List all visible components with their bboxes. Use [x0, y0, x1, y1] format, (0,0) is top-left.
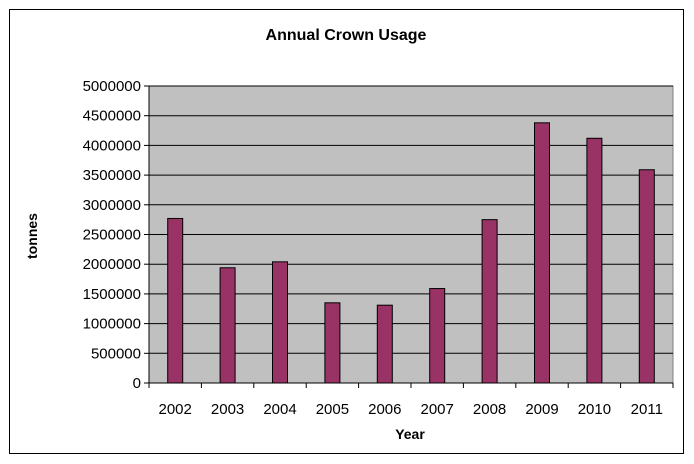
- bar-2009: [534, 122, 550, 384]
- bar-2010: [586, 137, 603, 384]
- y-tick-label: 500000: [91, 345, 141, 362]
- y-tick-label: 3000000: [83, 197, 141, 214]
- x-axis-label: Year: [395, 426, 425, 442]
- y-axis: 0 500000 1000000 1500000 2000000 2500000 30000…: [83, 78, 150, 392]
- y-tick-label: 3500000: [83, 167, 141, 184]
- x-axis: 2002 2003 2004 2005 2006 2007 2008 2009 2010 2011: [148, 382, 674, 418]
- bar-2002: [167, 217, 184, 384]
- x-tick-label: 2010: [578, 401, 611, 418]
- x-tick-label: 2007: [421, 401, 454, 418]
- y-tick-label: 0: [133, 375, 141, 392]
- x-tick-label: 2003: [211, 401, 244, 418]
- y-tick-label: 4000000: [83, 137, 141, 154]
- bar-2011: [638, 169, 655, 384]
- y-tick-label: 1500000: [83, 286, 141, 303]
- bar-2003: [219, 267, 236, 384]
- bar-2005: [324, 302, 341, 384]
- x-tick-label: 2011: [631, 401, 663, 418]
- bars: [167, 122, 655, 384]
- bar-2008: [481, 219, 498, 384]
- y-tick-label: 4500000: [83, 108, 141, 125]
- y-tick-label: 1000000: [83, 316, 141, 333]
- x-tick-label: 2005: [316, 401, 349, 418]
- y-tick-label: 5000000: [83, 78, 141, 95]
- chart-title: Annual Crown Usage: [266, 27, 427, 44]
- gridlines: [149, 85, 673, 354]
- x-tick-label: 2002: [159, 401, 192, 418]
- x-tick-label: 2009: [525, 401, 558, 418]
- y-axis-label: tonnes: [24, 213, 40, 259]
- x-tick-label: 2006: [368, 401, 401, 418]
- x-tick-label: 2004: [263, 401, 296, 418]
- y-tick-label: 2500000: [83, 227, 141, 244]
- bar-2004: [272, 261, 288, 384]
- x-tick-label: 2008: [473, 401, 506, 418]
- bar-2006: [376, 304, 393, 384]
- y-tick-label: 2000000: [83, 256, 141, 273]
- bar-2007: [429, 288, 446, 384]
